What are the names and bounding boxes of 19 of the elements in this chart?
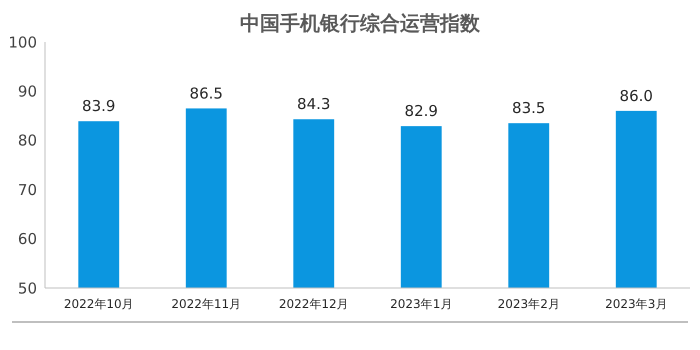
x-tick-label: 2022年10月 (64, 297, 134, 311)
data-label: 84.3 (297, 95, 330, 114)
x-tick-label: 2022年12月 (278, 297, 349, 311)
y-tick-label: 70 (18, 180, 37, 199)
x-tick-label: 2023年3月 (605, 297, 668, 311)
y-tick-label: 80 (18, 132, 37, 150)
data-label: 86.0 (620, 86, 653, 105)
x-tick-label: 2023年2月 (498, 297, 560, 311)
y-tick-label: 100 (8, 33, 37, 52)
data-label: 83.9 (82, 97, 116, 116)
data-label: 86.5 (190, 84, 223, 102)
y-tick-label: 90 (18, 82, 37, 100)
x-tick-label: 2023年1月 (390, 297, 452, 311)
y-tick-label: 50 (18, 279, 37, 298)
data-label: 83.5 (512, 99, 546, 118)
chart-title: 中国手机银行综合运营指数 (240, 11, 481, 35)
y-tick-label: 60 (18, 230, 37, 248)
x-tick-label: 2022年11月 (171, 297, 242, 311)
data-label: 82.9 (404, 102, 438, 120)
